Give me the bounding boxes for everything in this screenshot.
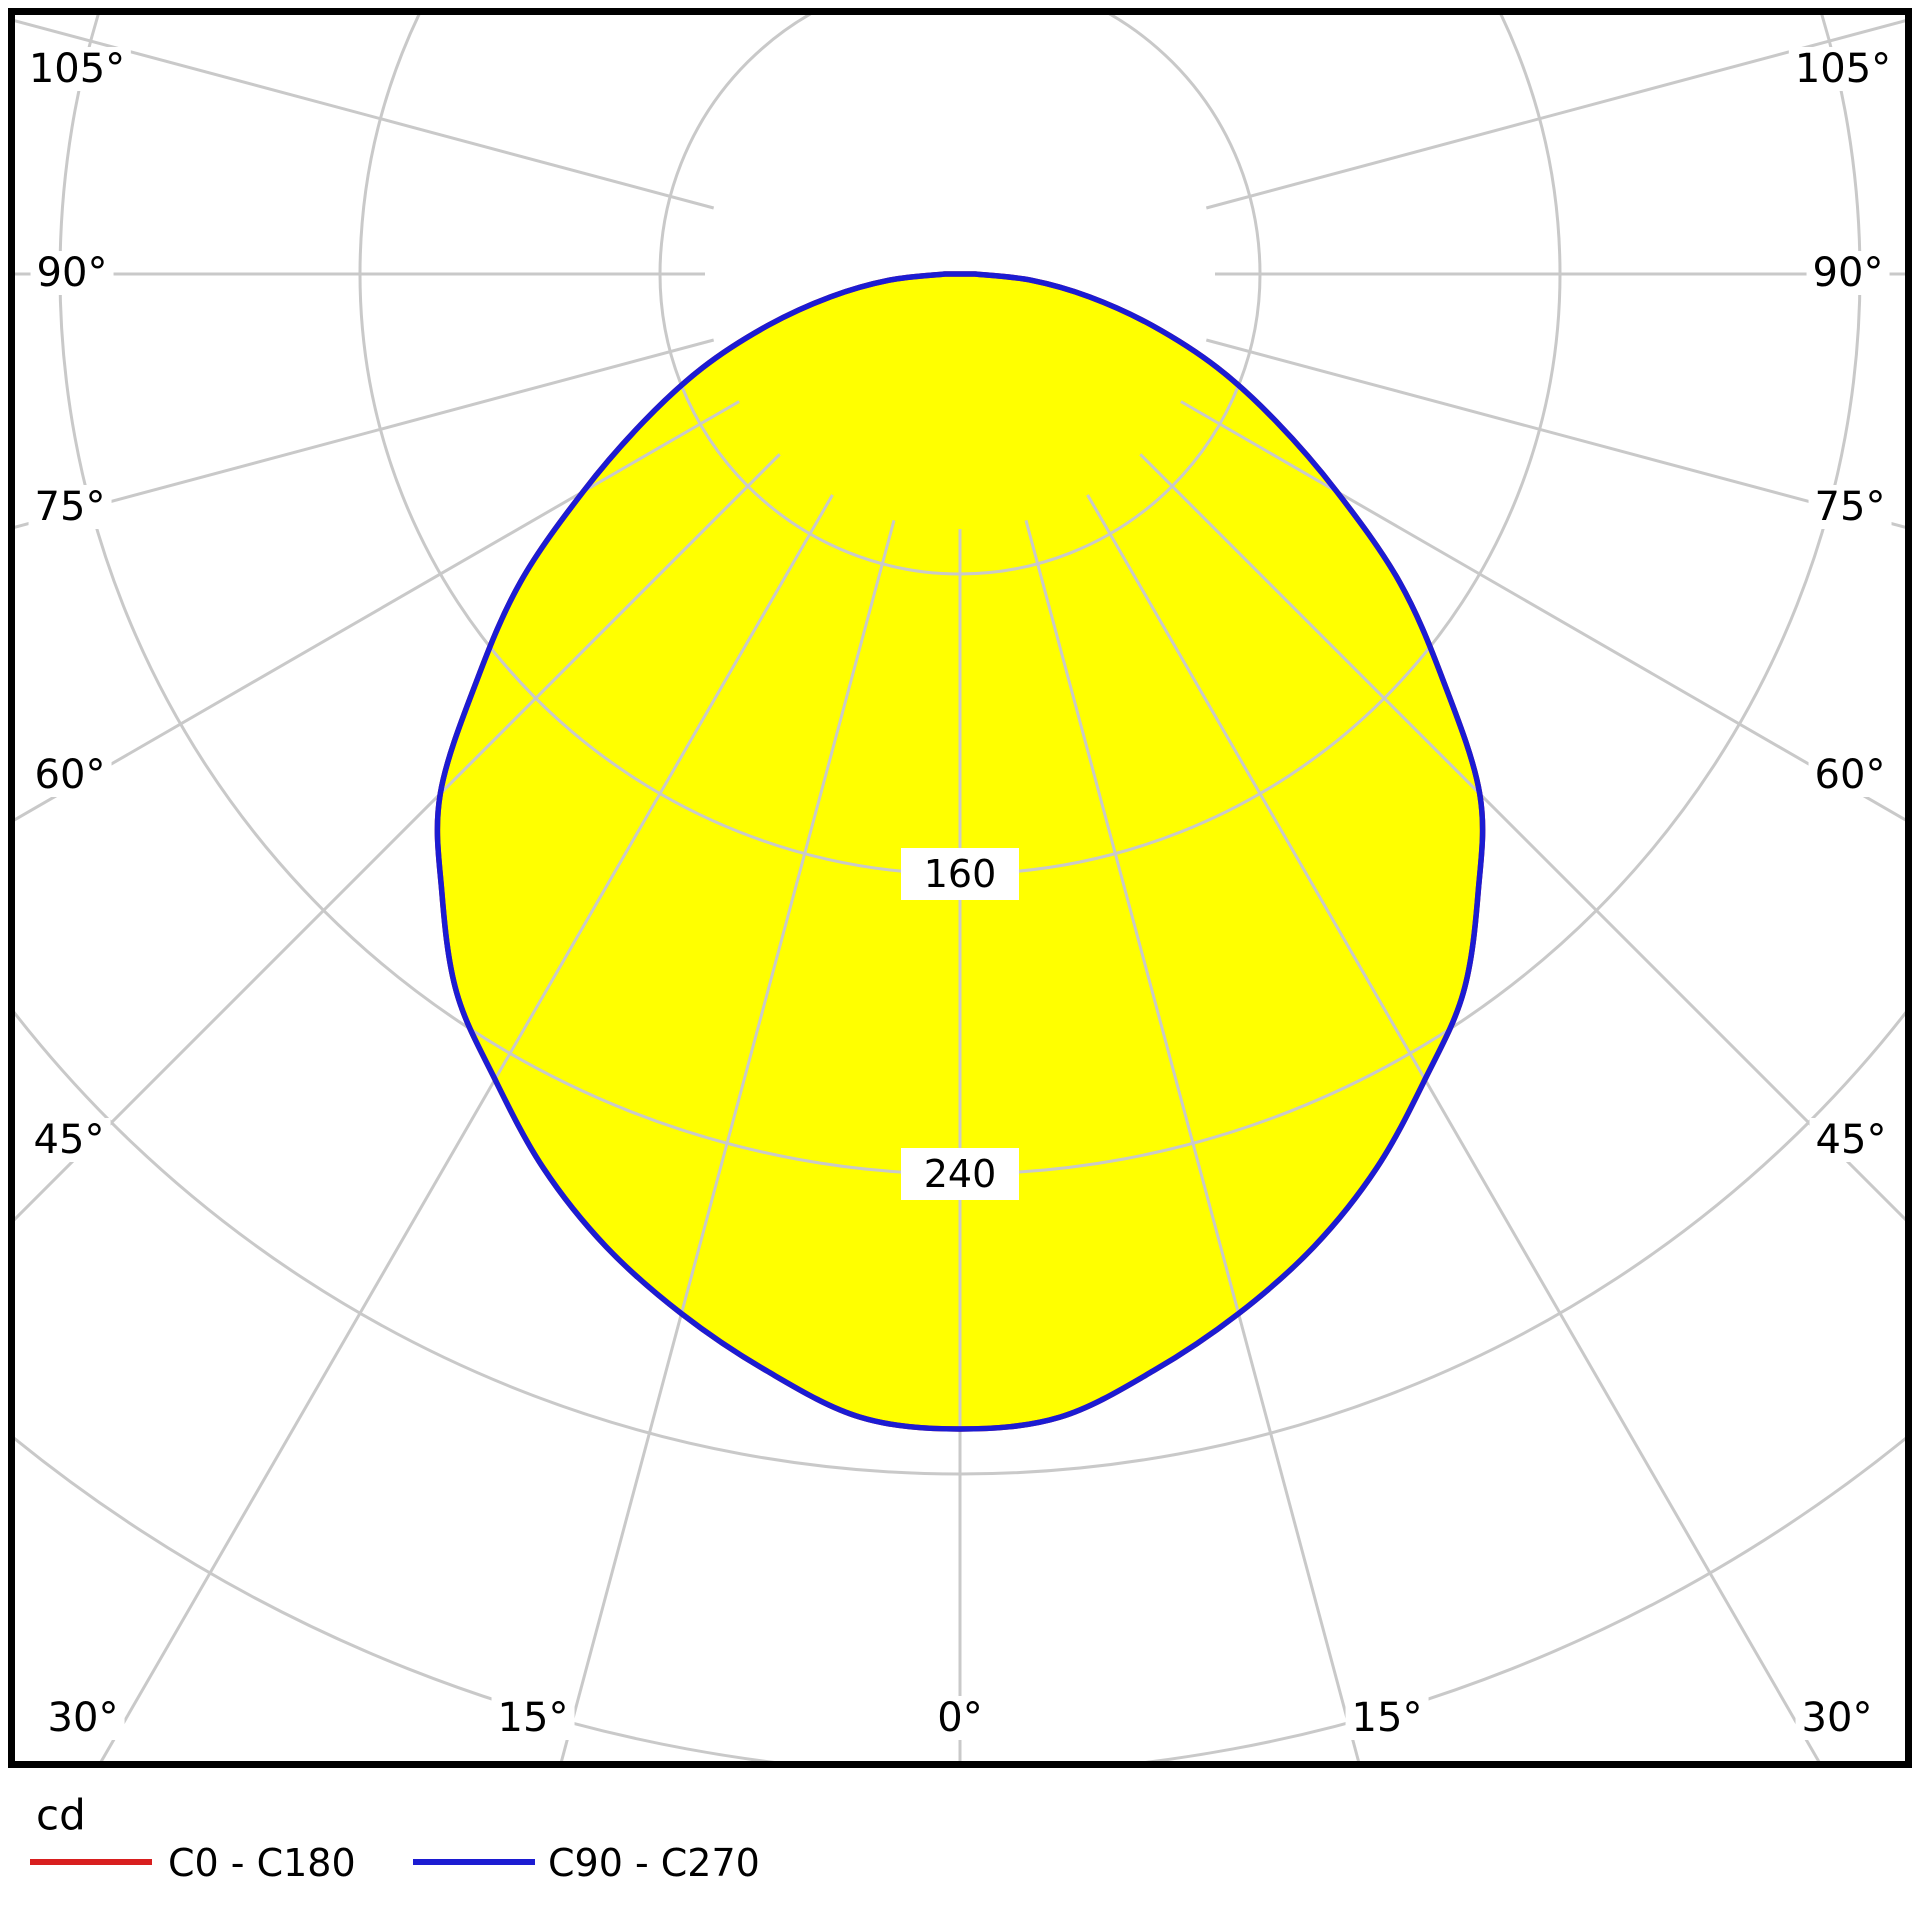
curve-c90-c270 <box>434 271 1486 1432</box>
ring-label-mask <box>901 848 1019 900</box>
grid-spoke--105 <box>15 19 715 210</box>
legend-line-c0-c180 <box>30 1859 152 1865</box>
angle-label-left-75: 75° <box>28 485 112 529</box>
grid-spoke-45 <box>1139 453 1905 1222</box>
angle-label-right-45: 45° <box>1809 1118 1893 1162</box>
angle-label-left-60: 60° <box>28 753 112 797</box>
grid-spoke-30 <box>1086 494 1821 1761</box>
grid-spoke--30 <box>99 494 834 1761</box>
grid-spoke--15 <box>560 519 896 1761</box>
angle-label-right-90: 90° <box>1806 251 1890 295</box>
grid-spoke--45 <box>15 453 781 1222</box>
angle-label-bottom-15: 15° <box>491 1696 575 1740</box>
plot-border <box>8 8 1912 1768</box>
angle-label-bottom-30: 30° <box>1795 1696 1879 1740</box>
axis-unit-label: cd <box>36 1790 86 1840</box>
angle-label-left-90: 90° <box>30 251 114 295</box>
angle-label-bottom-30: 30° <box>41 1696 125 1740</box>
ring-value-label-240: 240 <box>924 1152 997 1196</box>
angle-label-right-105: 105° <box>1788 47 1898 91</box>
legend-line-c90-c270 <box>413 1859 535 1865</box>
legend-label-c0-c180: C0 - C180 <box>168 1841 356 1885</box>
grid-spoke--75 <box>15 338 715 529</box>
angle-label-left-45: 45° <box>27 1118 111 1162</box>
grid-spoke-105 <box>1205 19 1905 210</box>
grid-spoke--60 <box>15 400 740 822</box>
angle-label-bottom-15: 15° <box>1345 1696 1429 1740</box>
angle-label-right-75: 75° <box>1808 485 1892 529</box>
angle-label-right-60: 60° <box>1808 753 1892 797</box>
grid-spoke-15 <box>1024 519 1360 1761</box>
grid-spoke-75 <box>1205 338 1905 529</box>
ring-value-label-160: 160 <box>924 852 997 896</box>
legend-label-c90-c270: C90 - C270 <box>548 1841 760 1885</box>
angle-label-bottom-0: 0° <box>931 1696 989 1740</box>
grid-spoke-60 <box>1180 400 1905 822</box>
ring-label-mask <box>901 1148 1019 1200</box>
angle-label-left-105: 105° <box>22 47 132 91</box>
